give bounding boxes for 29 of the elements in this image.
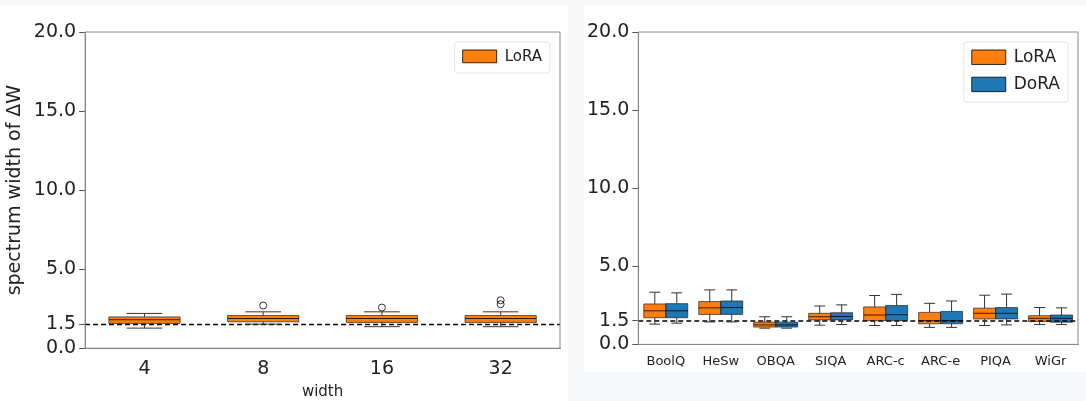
x-tick-label: HeSw: [702, 352, 740, 368]
y-tick-label: 5.0: [599, 253, 630, 276]
y-tick-label: 20.0: [586, 18, 630, 41]
x-tick-label: BoolQ: [646, 352, 686, 368]
x-tick-label: SIQA: [815, 352, 847, 368]
y-tick-label: 1.5: [45, 311, 77, 334]
y-axis-title: spectrum width of ΔW: [2, 84, 25, 296]
y-tick-label: 10.0: [586, 175, 630, 198]
x-tick-label: ARC-e: [921, 352, 961, 368]
legend-label: LoRA: [504, 46, 543, 65]
y-tick-label: 5.0: [45, 256, 77, 279]
x-tick-label: PIQA: [980, 352, 1012, 368]
x-tick-label: 8: [257, 355, 270, 378]
y-tick-label: 10.0: [33, 177, 77, 200]
x-tick-label: WiGr: [1034, 352, 1067, 368]
x-tick-label: 32: [488, 355, 513, 378]
legend-label: LoRA: [1013, 46, 1057, 67]
x-axis-title: width: [301, 381, 344, 400]
y-tick-label: 15.0: [33, 97, 77, 120]
legend-label: DoRA: [1013, 73, 1061, 94]
x-tick-label: OBQA: [756, 352, 795, 368]
x-tick-label: 16: [369, 355, 395, 378]
y-tick-label: 0.0: [599, 331, 630, 354]
y-tick-label: 20.0: [33, 18, 77, 41]
y-tick-label: 15.0: [586, 97, 630, 120]
x-tick-label: 4: [138, 355, 151, 378]
y-tick-label: 1.5: [599, 307, 630, 330]
y-tick-label: 0.0: [45, 335, 77, 358]
x-tick-label: ARC-c: [866, 352, 905, 368]
